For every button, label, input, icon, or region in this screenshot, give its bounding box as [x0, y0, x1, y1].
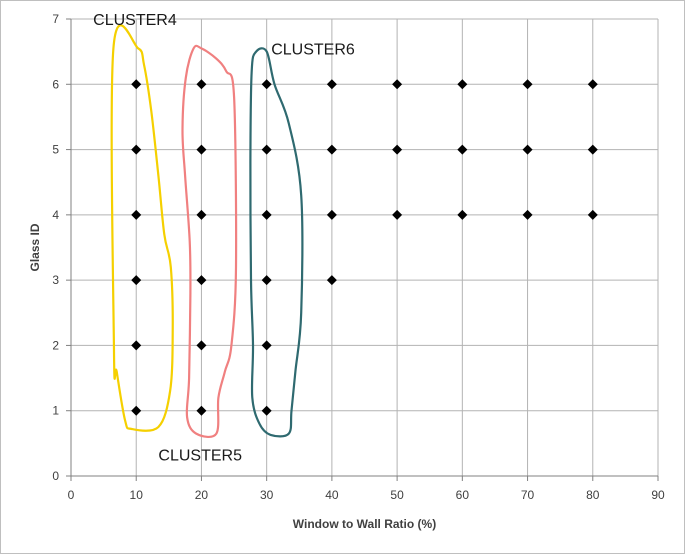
cluster5-outline: [181, 44, 238, 439]
x-tick-label: 70: [521, 488, 535, 502]
data-point: [522, 79, 533, 90]
data-point: [131, 405, 142, 416]
x-tick-label: 20: [195, 488, 209, 502]
cluster6-label: CLUSTER6: [271, 41, 355, 58]
x-tick-label: 60: [456, 488, 470, 502]
data-point: [131, 340, 142, 351]
data-point: [457, 79, 468, 90]
x-tick-label: 30: [260, 488, 274, 502]
x-tick-label: 90: [651, 488, 665, 502]
data-point: [261, 144, 272, 155]
y-tick-label: 7: [52, 12, 59, 26]
data-point: [131, 275, 142, 286]
x-tick-label: 50: [390, 488, 404, 502]
data-point: [392, 79, 403, 90]
y-axis-title: Glass ID: [28, 223, 42, 271]
chart-labels: CLUSTER4 CLUSTER5 CLUSTER6: [93, 12, 355, 464]
data-point: [326, 275, 337, 286]
data-point: [457, 144, 468, 155]
data-point: [196, 144, 207, 155]
y-tick-label: 0: [52, 469, 59, 483]
data-point: [326, 209, 337, 220]
y-tick-label: 5: [52, 143, 59, 157]
axes: 0 10 20 30 40 50 60 70 80 90 0 1 2 3 4 5 6 7 Window to Wal…: [28, 12, 665, 531]
x-tick-label: 10: [130, 488, 144, 502]
data-point: [196, 405, 207, 416]
y-tick-label: 3: [52, 273, 59, 287]
cluster-outlines: [110, 24, 304, 439]
data-point: [261, 340, 272, 351]
data-point: [261, 275, 272, 286]
data-point: [261, 79, 272, 90]
data-point: [131, 144, 142, 155]
data-point: [392, 144, 403, 155]
y-tick-label: 4: [52, 208, 59, 222]
x-tick-label: 80: [586, 488, 600, 502]
data-point: [196, 275, 207, 286]
y-tick-label: 1: [52, 404, 59, 418]
data-point: [587, 144, 598, 155]
data-point: [326, 144, 337, 155]
data-point: [392, 209, 403, 220]
cluster4-label: CLUSTER4: [93, 12, 177, 29]
data-point: [326, 79, 337, 90]
data-point: [196, 79, 207, 90]
data-point: [522, 144, 533, 155]
y-tick-label: 2: [52, 338, 59, 352]
cluster6-outline: [249, 47, 304, 438]
data-point: [196, 340, 207, 351]
x-axis-title: Window to Wall Ratio (%): [293, 517, 436, 531]
x-tick-label: 0: [68, 488, 75, 502]
x-tick-label: 40: [325, 488, 339, 502]
data-point: [131, 209, 142, 220]
cluster4-outline: [110, 24, 174, 432]
data-points: [131, 79, 598, 416]
data-point: [131, 79, 142, 90]
data-point: [457, 209, 468, 220]
cluster5-label: CLUSTER5: [158, 447, 242, 464]
data-point: [522, 209, 533, 220]
gridlines: [71, 18, 659, 476]
data-point: [261, 209, 272, 220]
data-point: [587, 209, 598, 220]
data-point: [196, 209, 207, 220]
y-tick-label: 6: [52, 77, 59, 91]
data-point: [587, 79, 598, 90]
data-point: [261, 405, 272, 416]
